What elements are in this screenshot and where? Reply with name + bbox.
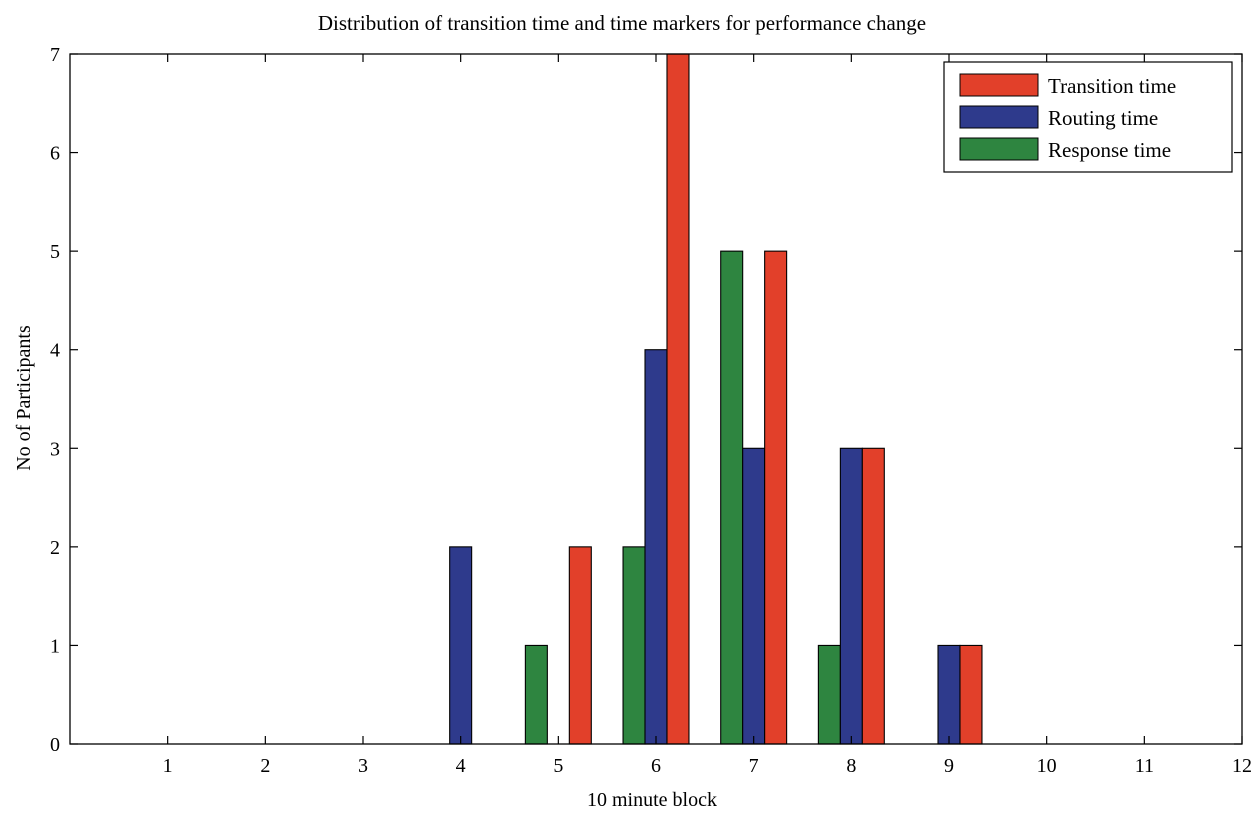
bar-response-time-8 <box>817 644 841 745</box>
legend-label-transition-time: Transition time <box>1048 74 1176 98</box>
bar-response-time-7 <box>720 250 744 745</box>
y-tick-label: 2 <box>50 537 60 559</box>
bar-routing-time-4 <box>449 546 473 745</box>
bar-transition-time-7 <box>764 250 788 745</box>
x-tick-label: 8 <box>846 755 856 777</box>
x-tick-label: 3 <box>358 755 368 777</box>
chart-title: Distribution of transition time and time… <box>318 11 926 35</box>
legend-label-routing-time: Routing time <box>1048 106 1158 130</box>
bar-routing-time-7 <box>742 447 766 745</box>
x-tick-label: 4 <box>456 755 466 777</box>
legend-label-response-time: Response time <box>1048 138 1171 162</box>
bar-routing-time-8 <box>839 447 863 745</box>
bars-layer <box>449 53 983 745</box>
x-tick-label: 9 <box>944 755 954 777</box>
y-tick-label: 5 <box>50 241 60 263</box>
y-tick-label: 0 <box>50 734 60 756</box>
bar-response-time-6 <box>622 546 646 745</box>
legend-swatch-response-time <box>959 137 1039 161</box>
bar-routing-time-6 <box>644 349 668 745</box>
legend-swatch-routing-time <box>959 105 1039 129</box>
x-tick-label: 7 <box>749 755 759 777</box>
y-tick-label: 3 <box>50 438 60 460</box>
x-tick-label: 11 <box>1135 755 1154 777</box>
legend: Transition time Routing time Response time <box>943 61 1233 173</box>
y-tick-label: 1 <box>50 635 60 657</box>
x-tick-label: 10 <box>1037 755 1057 777</box>
y-tick-label: 6 <box>50 143 60 165</box>
y-axis-label: No of Participants <box>13 325 35 471</box>
x-axis-label: 10 minute block <box>587 789 717 810</box>
bar-transition-time-8 <box>861 447 885 745</box>
bar-transition-time-6 <box>666 53 690 745</box>
bar-routing-time-9 <box>937 644 961 745</box>
bar-transition-time-9 <box>959 644 983 745</box>
x-tick-label: 1 <box>163 755 173 777</box>
y-tick-label: 7 <box>50 44 60 66</box>
legend-swatch-transition-time <box>959 73 1039 97</box>
y-tick-label: 4 <box>50 340 60 362</box>
x-tick-label: 2 <box>260 755 270 777</box>
x-tick-label: 5 <box>553 755 563 777</box>
x-tick-label: 6 <box>651 755 661 777</box>
bar-transition-time-5 <box>568 546 592 745</box>
x-tick-label: 12 <box>1232 755 1252 777</box>
bar-response-time-5 <box>524 644 548 745</box>
